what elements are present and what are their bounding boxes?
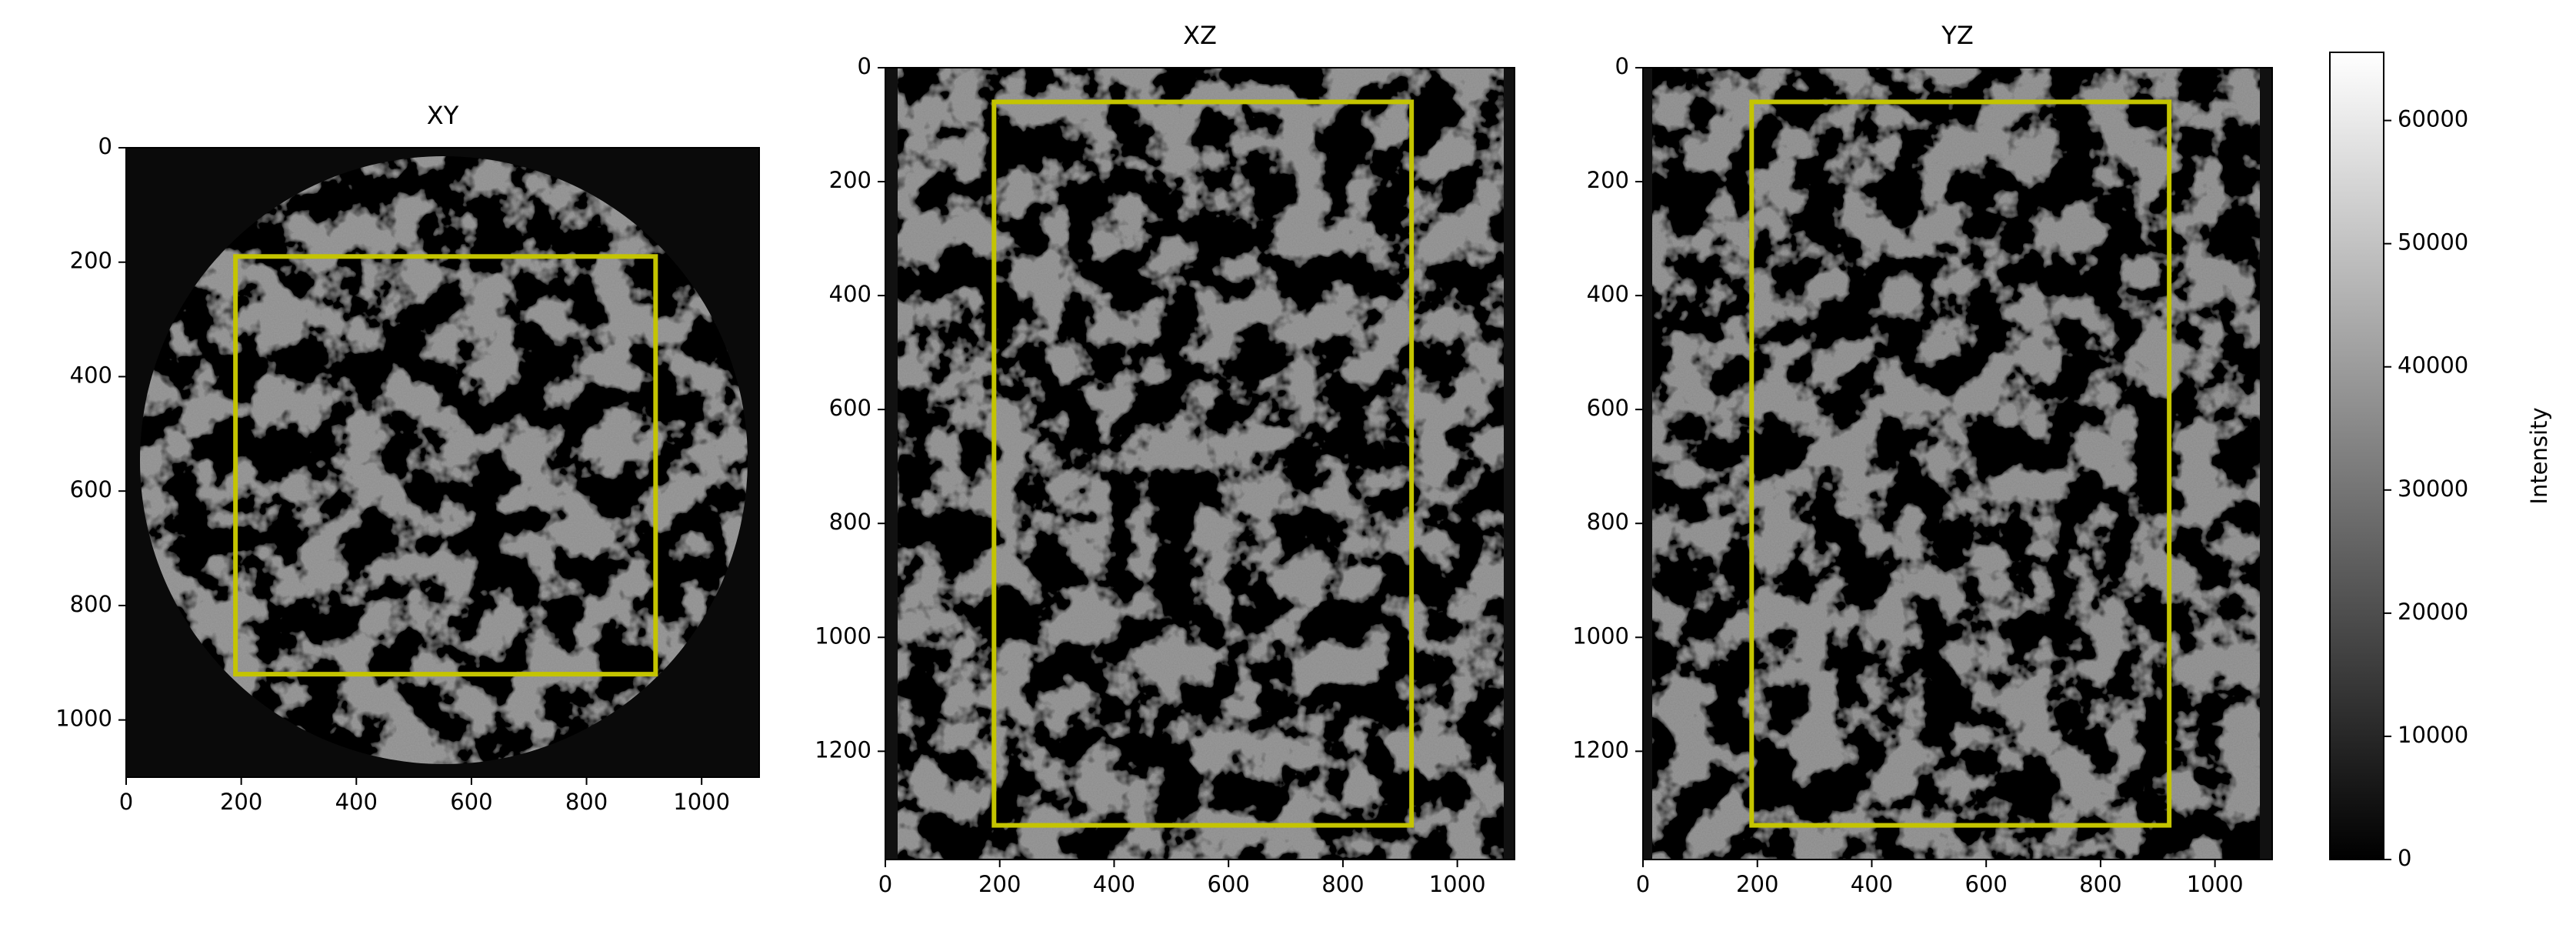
y-tick-label: 800 (1587, 509, 1629, 535)
y-tick-label: 1000 (1572, 623, 1629, 649)
colorbar-tick-label: 30000 (2398, 476, 2468, 502)
colorbar-tick-label: 40000 (2398, 352, 2468, 379)
colorbar-tick-label: 50000 (2398, 229, 2468, 255)
x-tick-label: 1000 (1429, 871, 1486, 897)
y-tick-label: 600 (1587, 395, 1629, 421)
colorbar-tick-label: 60000 (2398, 106, 2468, 132)
y-tick-label: 1000 (55, 706, 112, 732)
y-tick-label: 400 (829, 281, 871, 307)
y-tick-label: 600 (829, 395, 871, 421)
axes-frame (1642, 67, 2273, 860)
region-box (233, 254, 658, 677)
colorbar-tick-label: 0 (2398, 845, 2411, 871)
y-tick-label: 400 (70, 362, 112, 388)
colorbar-tick-label: 10000 (2398, 722, 2468, 748)
y-tick-label: 1200 (815, 736, 871, 763)
image-xz (885, 68, 1515, 860)
y-tick-label: 800 (829, 509, 871, 535)
y-tick-label: 200 (70, 248, 112, 274)
x-tick-label: 1000 (673, 789, 730, 815)
colorbar-label: Intensity (2526, 407, 2552, 504)
x-tick-label: 800 (2079, 871, 2121, 897)
y-tick-label: 0 (1615, 53, 1629, 79)
colorbar-tick-label: 20000 (2398, 599, 2468, 625)
region-box (991, 99, 1415, 828)
axes-frame (125, 147, 760, 778)
panel-title: XZ (1183, 21, 1217, 50)
panel-title: XY (427, 101, 459, 130)
y-tick-label: 0 (98, 133, 112, 159)
x-tick-label: 0 (1636, 871, 1650, 897)
panel-title: YZ (1941, 21, 1973, 50)
image-xy (126, 148, 759, 777)
y-tick-label: 0 (858, 53, 871, 79)
x-tick-label: 800 (1321, 871, 1364, 897)
x-tick-label: 400 (335, 789, 378, 815)
axes-frame (885, 67, 1515, 860)
x-tick-label: 800 (565, 789, 608, 815)
x-tick-label: 200 (1736, 871, 1778, 897)
y-tick-label: 200 (1587, 167, 1629, 193)
y-tick-label: 200 (829, 167, 871, 193)
x-tick-label: 0 (119, 789, 133, 815)
x-tick-label: 200 (220, 789, 262, 815)
y-tick-label: 1200 (1572, 736, 1629, 763)
x-tick-label: 400 (1093, 871, 1135, 897)
image-yz (1643, 68, 2272, 860)
x-tick-label: 600 (1208, 871, 1250, 897)
y-tick-label: 400 (1587, 281, 1629, 307)
y-tick-label: 600 (70, 476, 112, 502)
x-tick-label: 600 (450, 789, 492, 815)
region-box (1749, 99, 2172, 828)
x-tick-label: 1000 (2187, 871, 2244, 897)
colorbar-gradient (2330, 52, 2384, 860)
colorbar-frame (2329, 52, 2384, 860)
x-tick-label: 0 (878, 871, 892, 897)
y-tick-label: 1000 (815, 623, 871, 649)
x-tick-label: 200 (978, 871, 1021, 897)
x-tick-label: 400 (1851, 871, 1893, 897)
y-tick-label: 800 (70, 591, 112, 617)
x-tick-label: 600 (1965, 871, 2008, 897)
